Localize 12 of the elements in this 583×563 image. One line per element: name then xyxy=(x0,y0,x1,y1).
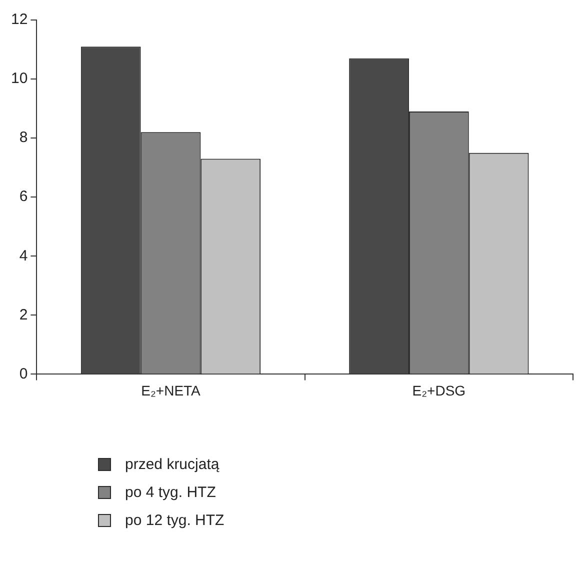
y-tick-label: 4 xyxy=(19,247,28,264)
x-tick-label: E₂+DSG xyxy=(412,382,466,398)
legend-label: przed krucjatą xyxy=(125,456,220,472)
y-tick-label: 8 xyxy=(19,129,28,146)
y-tick-label: 6 xyxy=(19,188,28,206)
y-tick-label: 12 xyxy=(10,11,28,28)
y-tick-label: 0 xyxy=(19,365,28,382)
legend-label: po 12 tyg. HTZ xyxy=(125,512,224,528)
y-tick-label: 10 xyxy=(10,70,28,88)
y-tick-label: 2 xyxy=(19,306,28,324)
legend-label: po 4 tyg. HTZ xyxy=(125,484,216,500)
x-tick-label: E₂+NETA xyxy=(141,382,202,398)
